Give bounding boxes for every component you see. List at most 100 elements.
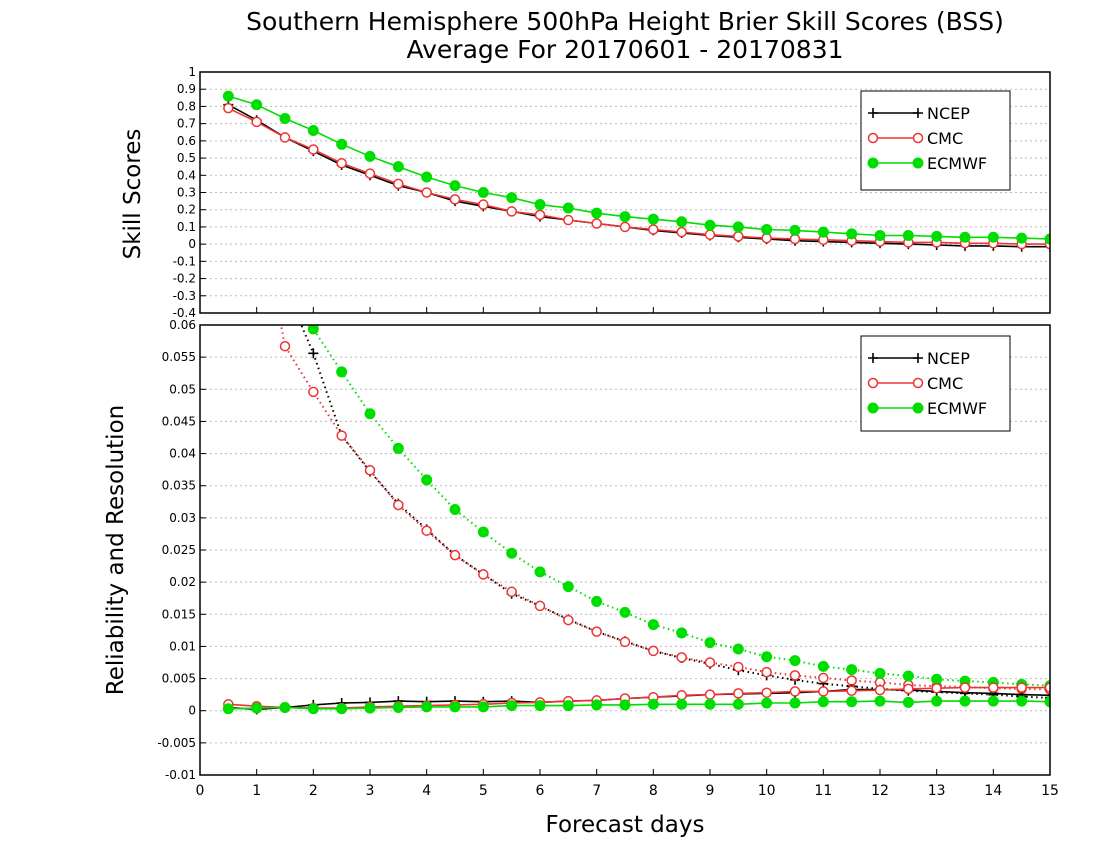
bottom-ytick-label: -0.01	[165, 768, 196, 782]
bottom-series-cmc-reliability-point	[818, 686, 829, 697]
top-series-ecmwf-point	[279, 112, 291, 124]
bottom-series-ecmwf-reliability-point	[959, 695, 971, 707]
bottom-series-ecmwf-reliability-point	[732, 698, 744, 710]
top-series-ecmwf-point	[392, 161, 404, 173]
bottom-series-cmc-reliability-point	[1044, 682, 1050, 693]
bottom-ytick-label: 0.035	[162, 479, 196, 493]
bottom-series-ecmwf-resolution-point	[789, 655, 801, 667]
bottom-series-ecmwf-resolution-point	[562, 581, 574, 593]
bottom-panel: -0.01 -0.005 0 0.005 0.01 0.015 0.02 0.025 0.03 0…	[103, 318, 1051, 782]
top-series-ecmwf-point	[761, 224, 773, 236]
bottom-series-ncep-resolution-point	[308, 348, 319, 359]
top-series-ecmwf-point	[874, 230, 886, 242]
bottom-series-ecmwf-reliability-point	[1016, 695, 1028, 707]
top-legend-item-cmc: CMC	[867, 129, 963, 148]
bottom-series-cmc-reliability-point	[1016, 682, 1027, 693]
top-series-cmc-point	[393, 178, 404, 190]
bottom-series-ecmwf-reliability-point	[817, 696, 829, 708]
legend-label: NCEP	[927, 349, 970, 368]
bottom-series-cmc-reliability-point	[789, 686, 801, 697]
bottom-series-cmc-reliability-point	[903, 683, 914, 695]
bottom-series-ecmwf-reliability-point	[619, 699, 631, 711]
top-series-cmc-point	[534, 209, 546, 221]
bottom-ytick-label: 0.015	[162, 607, 196, 621]
top-series-ecmwf-point	[506, 192, 518, 204]
top-series-ecmwf-point	[251, 99, 263, 111]
top-ytick-label: 0.3	[177, 186, 196, 200]
xtick-label: 15	[1041, 783, 1059, 799]
bottom-ytick-label: 0.025	[162, 543, 196, 557]
legend-marker	[868, 108, 878, 118]
top-ylabel: Skill Scores	[120, 129, 146, 260]
xtick-label: 11	[814, 783, 832, 799]
bottom-series-ecmwf-reliability-point	[364, 702, 376, 714]
xtick-label: 8	[649, 783, 658, 799]
bottom-series-ecmwf-reliability-point	[1044, 696, 1050, 708]
top-series-ecmwf-point	[931, 230, 943, 242]
top-series-ecmwf-point	[534, 199, 546, 211]
xtick-label: 13	[928, 783, 946, 799]
bottom-series-cmc-reliability-point	[704, 689, 716, 700]
bottom-ytick-label: 0.02	[169, 575, 196, 589]
bottom-legend-item-cmc: CMC	[867, 374, 963, 393]
bottom-series-ecmwf-resolution-point	[732, 643, 744, 655]
top-series-cmc-point	[336, 157, 347, 169]
top-series-cmc-point	[619, 221, 631, 233]
legend-marker	[912, 377, 924, 389]
xtick-label: 4	[422, 783, 431, 799]
bottom-series-cmc-resolution-point	[704, 657, 716, 668]
bottom-series-ecmwf-resolution-point	[619, 606, 631, 618]
bottom-series-ecmwf-resolution-point	[336, 366, 348, 378]
legend-marker	[912, 402, 924, 414]
bottom-ytick-label: 0.06	[169, 318, 196, 332]
top-ytick-label: -0.4	[173, 306, 196, 320]
bottom-series-cmc-resolution-point	[279, 340, 291, 352]
xtick-label: 9	[706, 783, 715, 799]
top-series-ecmwf	[222, 90, 1050, 245]
bottom-series-ecmwf-reliability-point	[704, 698, 716, 710]
top-series-ecmwf-point	[1016, 232, 1028, 244]
top-ytick-label: 0.8	[177, 99, 196, 113]
top-ytick-label: 0.5	[177, 151, 196, 165]
bottom-ytick-label: 0.04	[169, 447, 196, 461]
top-series-cmc-point	[308, 144, 319, 155]
top-series-ecmwf-point	[421, 171, 433, 183]
top-legend: NCEP CMC ECMWF	[860, 90, 1011, 191]
top-series-cmc-point	[704, 229, 716, 240]
top-series-ecmwf-point	[222, 90, 234, 102]
xtick-label: 6	[536, 783, 545, 799]
bottom-ytick-label: 0.05	[169, 382, 196, 396]
top-ytick-label: 0.9	[177, 82, 196, 96]
bottom-series-ecmwf-resolution-point	[647, 619, 659, 631]
top-series-ecmwf-point	[647, 213, 659, 225]
bottom-plot-frame	[199, 324, 1051, 776]
top-series-cmc-point	[223, 102, 234, 114]
bottom-series-ecmwf-resolution-point	[846, 664, 858, 676]
bottom-series-cmc-resolution-point	[733, 661, 744, 673]
top-ytick-label: 0.6	[177, 134, 196, 148]
top-series-cmc-point	[506, 206, 517, 217]
bottom-series-ecmwf-resolution-point	[761, 651, 773, 663]
top-series-cmc-point	[364, 168, 376, 179]
bottom-series-ecmwf-reliability	[222, 695, 1050, 715]
bottom-series-ecmwf-resolution-point	[506, 547, 518, 559]
chart-title: Southern Hemisphere 500hPa Height Brier …	[246, 7, 1004, 36]
top-series-ecmwf-point	[789, 224, 801, 236]
bottom-series-ecmwf-reliability-point	[931, 695, 943, 707]
bottom-series-ecmwf-resolution-point	[817, 660, 829, 672]
xtick-label: 12	[871, 783, 889, 799]
bottom-ytick-label: 0.005	[162, 672, 196, 686]
bottom-series-cmc-reliability-point	[931, 682, 942, 694]
bottom-ytick-label: 0.055	[162, 350, 196, 364]
top-ytick-label: 0.7	[177, 117, 196, 131]
legend-marker	[867, 402, 879, 414]
bottom-series-cmc-resolution-point	[789, 670, 801, 681]
bottom-series-ecmwf-reliability-point	[449, 701, 461, 713]
bottom-series-ecmwf-reliability-point	[392, 702, 404, 713]
bottom-series-ecmwf-reliability-point	[421, 701, 433, 713]
bottom-series-ecmwf-reliability-point	[562, 700, 574, 712]
bottom-ytick-label: 0	[188, 704, 196, 718]
bottom-series-cmc-resolution-point	[478, 569, 489, 580]
bottom-series-cmc-reliability-point	[676, 690, 687, 701]
